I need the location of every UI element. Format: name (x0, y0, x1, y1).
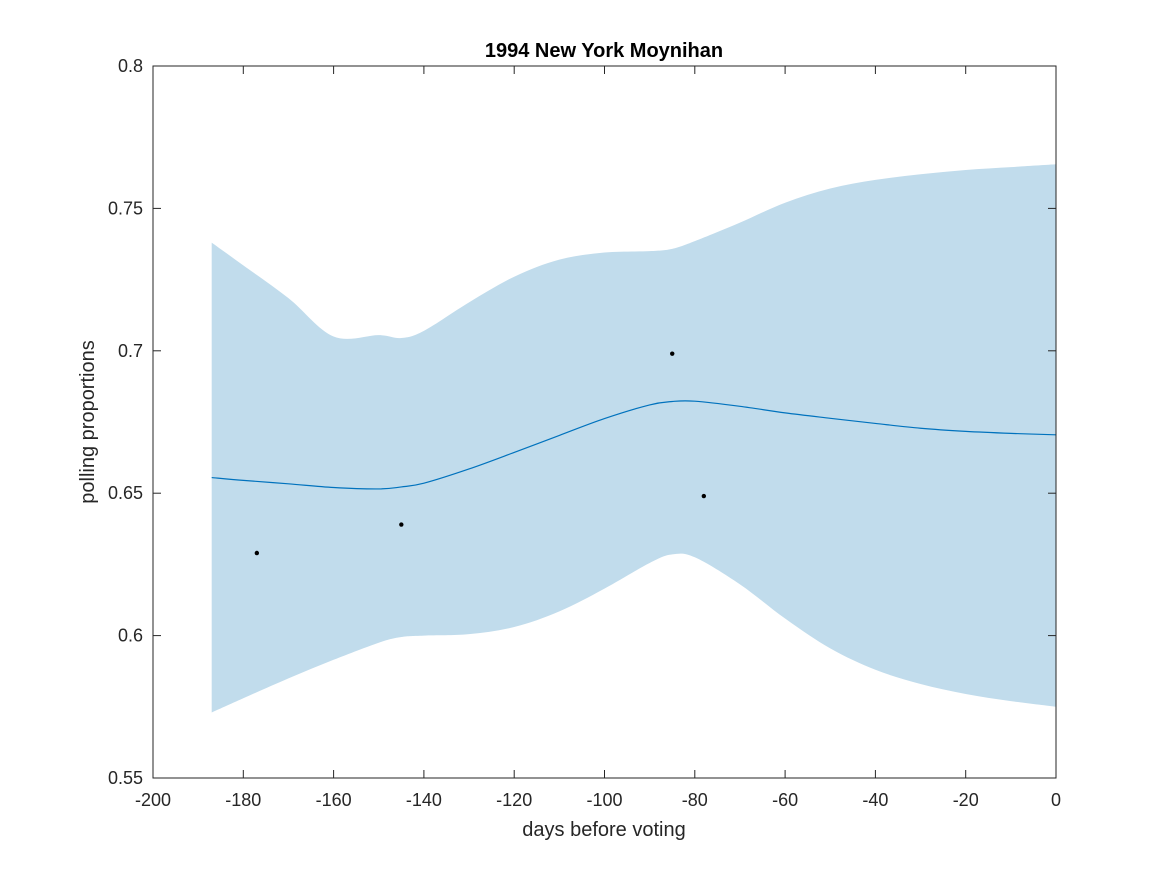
x-tick-label: -60 (772, 790, 798, 810)
mean-trend-line (211, 400, 1057, 490)
y-tick-label: 0.75 (108, 198, 143, 218)
y-tick-label: 0.7 (118, 341, 143, 361)
x-tick-label: -20 (953, 790, 979, 810)
x-axis-label: days before voting (522, 819, 685, 841)
x-tick-label: -160 (316, 790, 352, 810)
x-tick-label: -200 (135, 790, 171, 810)
y-tick-label: 0.8 (118, 56, 143, 76)
y-tick-label: 0.6 (118, 626, 143, 646)
x-tick-label: 0 (1051, 790, 1061, 810)
x-tick-label: -40 (862, 790, 888, 810)
x-tick-label: -140 (406, 790, 442, 810)
poll-point-1 (254, 550, 260, 556)
y-tick-label: 0.55 (108, 768, 143, 788)
poll-point-3 (670, 351, 675, 356)
y-axis-label: polling proportions (77, 340, 99, 503)
poll-point-4 (701, 493, 707, 499)
y-tick-label: 0.65 (108, 483, 143, 503)
confidence-band (211, 164, 1056, 713)
x-tick-label: -120 (496, 790, 532, 810)
x-tick-label: -100 (586, 790, 622, 810)
x-tick-label: -80 (682, 790, 708, 810)
x-tick-label: -180 (225, 790, 261, 810)
poll-point-2 (399, 522, 404, 527)
chart-title: 1994 New York Moynihan (485, 40, 723, 62)
